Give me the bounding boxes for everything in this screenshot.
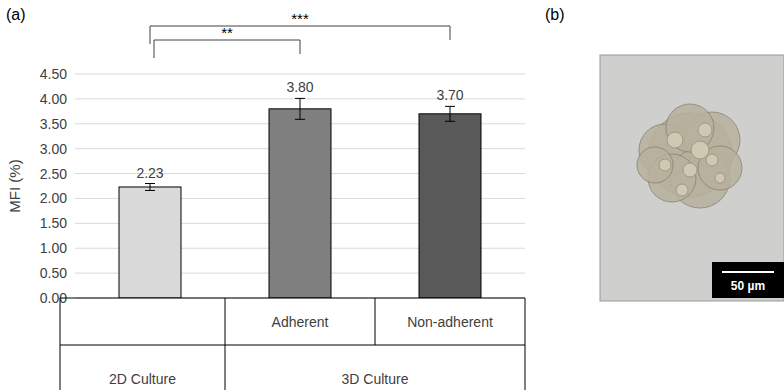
x-tick-label: Adherent bbox=[272, 314, 329, 330]
scale-bar bbox=[722, 271, 774, 273]
cell-detail bbox=[706, 154, 718, 166]
cell-detail bbox=[676, 184, 688, 196]
error-bar bbox=[145, 184, 155, 191]
y-tick-label: 3.00 bbox=[40, 141, 67, 157]
y-tick-label: 0.50 bbox=[40, 265, 67, 281]
scale-bar-label: 50 µm bbox=[731, 279, 765, 293]
page: {"panels": {"a": "(a)", "b": "(b)"}, "ch… bbox=[0, 0, 784, 390]
error-cap bbox=[145, 183, 155, 184]
bar bbox=[419, 114, 481, 298]
cell-detail bbox=[691, 141, 709, 159]
table-line bbox=[60, 345, 525, 346]
group-label: 2D Culture bbox=[109, 371, 176, 387]
cell bbox=[637, 147, 673, 183]
table-line bbox=[525, 298, 526, 390]
error-cap bbox=[445, 121, 455, 122]
error-whisker bbox=[300, 98, 301, 119]
x-tick-label: Non-adherent bbox=[407, 314, 493, 330]
cell-detail bbox=[683, 163, 697, 177]
error-cap bbox=[445, 106, 455, 107]
figure: (a)(b)0.000.501.001.502.002.503.003.504.… bbox=[0, 0, 784, 390]
data-label: 3.70 bbox=[436, 87, 463, 103]
panel-label: (b) bbox=[545, 6, 565, 23]
significance-text: *** bbox=[291, 10, 309, 27]
table-line bbox=[60, 298, 61, 390]
cell-detail bbox=[698, 123, 712, 137]
plot-area bbox=[119, 98, 481, 298]
cell-detail bbox=[715, 173, 725, 183]
bar bbox=[269, 109, 331, 298]
y-tick-label: 4.50 bbox=[40, 66, 67, 82]
significance-bracket bbox=[154, 40, 300, 58]
y-tick-label: 1.00 bbox=[40, 240, 67, 256]
spheroid bbox=[637, 104, 742, 208]
table-line bbox=[225, 298, 226, 390]
error-cap bbox=[145, 190, 155, 191]
error-cap bbox=[295, 119, 305, 120]
panel-label: (a) bbox=[6, 6, 26, 23]
grid-line bbox=[75, 74, 525, 75]
error-bar bbox=[295, 98, 305, 119]
y-tick-label: 1.50 bbox=[40, 215, 67, 231]
significance-text: ** bbox=[221, 24, 233, 41]
cell-detail bbox=[667, 132, 683, 148]
bar bbox=[119, 187, 181, 298]
scale-bar-box bbox=[712, 262, 784, 298]
micrograph bbox=[600, 55, 784, 301]
error-cap bbox=[295, 98, 305, 99]
y-tick-label: 2.00 bbox=[40, 190, 67, 206]
error-whisker bbox=[150, 184, 151, 191]
data-label: 3.80 bbox=[286, 79, 313, 95]
y-tick-label: 4.00 bbox=[40, 91, 67, 107]
table-line bbox=[375, 298, 376, 345]
y-axis-label: MFI (%) bbox=[6, 159, 23, 212]
significance-bracket bbox=[150, 26, 450, 44]
data-label: 2.23 bbox=[136, 165, 163, 181]
y-tick-label: 2.50 bbox=[40, 166, 67, 182]
cell-detail bbox=[659, 159, 671, 171]
table-line bbox=[60, 298, 525, 299]
error-bar bbox=[445, 106, 455, 121]
group-label: 3D Culture bbox=[342, 371, 409, 387]
error-whisker bbox=[450, 106, 451, 121]
y-tick-label: 3.50 bbox=[40, 116, 67, 132]
